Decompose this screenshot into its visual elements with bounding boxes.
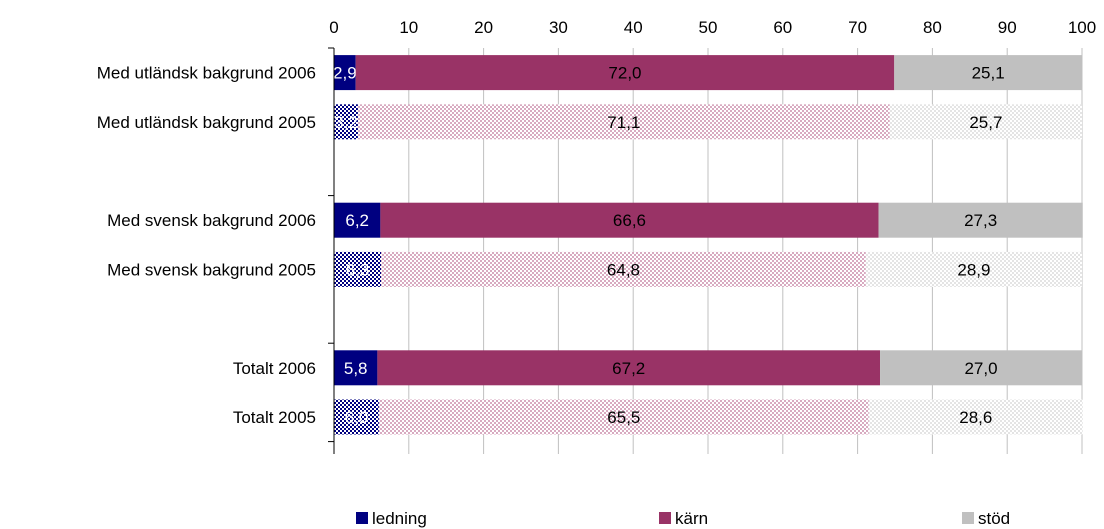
bar-segment-kärn <box>378 399 869 435</box>
bar-segment-stöd <box>865 251 1082 287</box>
category-label: Med utländsk bakgrund 2005 <box>97 113 316 132</box>
category-label: Totalt 2006 <box>233 359 316 378</box>
bar-segment-stöd <box>880 350 1082 386</box>
bar-segment-ledning <box>334 399 379 435</box>
data-label: 2,9 <box>333 64 357 83</box>
legend-label: ledning <box>372 509 427 528</box>
category-label: Totalt 2005 <box>233 408 316 427</box>
bar-segment-ledning <box>334 55 356 91</box>
category-label: Med utländsk bakgrund 2006 <box>97 64 316 83</box>
data-label: 3,2 <box>334 113 358 132</box>
bar-segment-ledning <box>334 104 358 140</box>
bar-segment-stöd <box>894 55 1082 91</box>
bar-segment-kärn <box>377 350 881 386</box>
legend-label: stöd <box>978 509 1010 528</box>
bars: 2,9 72,0 25,1 3,2 71,1 25,7 6,2 66,6 27,3 6,3 64,8… <box>333 55 1083 435</box>
data-label: 64,8 <box>607 260 640 279</box>
data-label: 71,1 <box>607 113 640 132</box>
x-tick-label: 40 <box>624 18 643 37</box>
x-tick-label: 70 <box>848 18 867 37</box>
bar-segment-ledning <box>334 251 382 287</box>
category-labels: Med utländsk bakgrund 2006 Med utländsk b… <box>97 64 316 427</box>
data-label: 72,0 <box>608 64 641 83</box>
legend-swatch-stöd <box>962 512 974 524</box>
data-label: 27,3 <box>964 211 997 230</box>
category-label: Med svensk bakgrund 2006 <box>107 211 316 230</box>
bar-segment-stöd <box>878 202 1083 238</box>
x-tick-label: 80 <box>923 18 942 37</box>
data-label: 28,9 <box>957 260 990 279</box>
x-tick-label: 10 <box>399 18 418 37</box>
bar-segment-kärn <box>357 104 890 140</box>
bar-segment-stöd <box>889 104 1082 140</box>
bar-segment-ledning <box>334 350 378 386</box>
data-label: 25,7 <box>969 113 1002 132</box>
data-label: 27,0 <box>964 359 997 378</box>
data-label: 65,5 <box>607 408 640 427</box>
bar-segment-kärn <box>355 55 895 91</box>
x-tick-label: 50 <box>699 18 718 37</box>
bar-segment-kärn <box>380 202 879 238</box>
x-tick-label: 60 <box>773 18 792 37</box>
data-label: 67,2 <box>612 359 645 378</box>
x-tick-label: 100 <box>1068 18 1096 37</box>
data-label: 6,2 <box>345 211 369 230</box>
data-label: 6,3 <box>346 260 370 279</box>
x-tick-label: 90 <box>998 18 1017 37</box>
legend: ledning kärn stöd <box>356 509 1010 528</box>
bar-segment-stöd <box>868 399 1083 435</box>
bar-segment-ledning <box>334 202 381 238</box>
bar-segment-kärn <box>381 251 866 287</box>
data-label: 6,0 <box>345 408 369 427</box>
legend-swatch-ledning <box>356 512 368 524</box>
data-label: 28,6 <box>959 408 992 427</box>
axes <box>328 47 335 454</box>
x-tick-label: 0 <box>329 18 338 37</box>
x-tick-label: 30 <box>549 18 568 37</box>
x-tick-label: 20 <box>474 18 493 37</box>
legend-label: kärn <box>675 509 708 528</box>
data-label: 5,8 <box>344 359 368 378</box>
data-label: 25,1 <box>972 64 1005 83</box>
x-tick-labels: 0 10 20 30 40 50 60 70 80 90 100 <box>329 18 1096 37</box>
legend-swatch-kärn <box>659 512 671 524</box>
category-label: Med svensk bakgrund 2005 <box>107 260 316 279</box>
data-label: 66,6 <box>613 211 646 230</box>
